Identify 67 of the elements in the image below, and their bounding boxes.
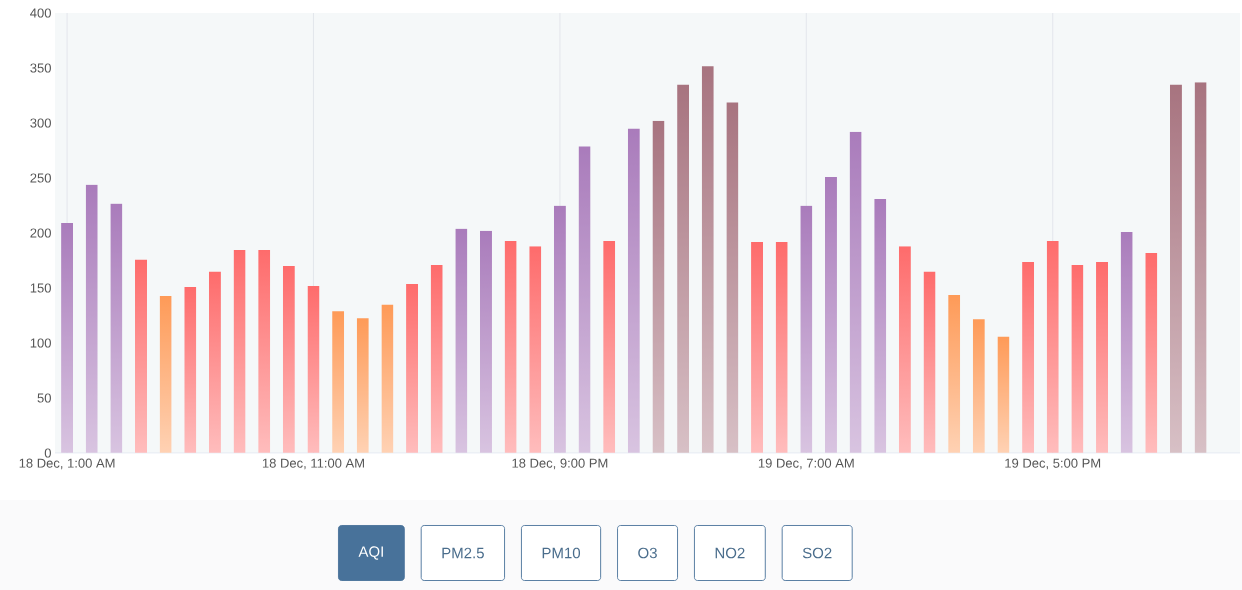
bar bbox=[479, 230, 492, 453]
bar bbox=[923, 271, 936, 453]
bar bbox=[356, 318, 369, 453]
x-tick-label: 19 Dec, 5:00 PM bbox=[1005, 458, 1101, 470]
bar bbox=[898, 246, 911, 453]
bar bbox=[553, 205, 566, 453]
bar bbox=[1120, 231, 1133, 453]
bar bbox=[652, 120, 665, 453]
bar bbox=[184, 287, 197, 453]
bar bbox=[381, 304, 394, 453]
text: NO2 bbox=[715, 547, 745, 559]
bar bbox=[800, 205, 813, 453]
text: SO2 bbox=[802, 547, 832, 559]
bar bbox=[1145, 252, 1158, 453]
bar bbox=[455, 228, 468, 453]
x-tick-label: 18 Dec, 9:00 PM bbox=[512, 458, 608, 470]
bar bbox=[874, 198, 887, 453]
bar bbox=[1071, 264, 1084, 453]
x-tick-label: 19 Dec, 7:00 AM bbox=[758, 458, 854, 470]
bar bbox=[948, 295, 961, 453]
bar bbox=[578, 146, 591, 453]
bar bbox=[997, 336, 1010, 453]
y-tick-label: 350 bbox=[30, 63, 51, 73]
x-tick-label: 18 Dec, 1:00 AM bbox=[19, 458, 115, 470]
text: PM2.5 bbox=[442, 547, 484, 559]
y-tick-label: 300 bbox=[30, 118, 51, 128]
bar bbox=[1022, 261, 1035, 453]
text: PM10 bbox=[542, 547, 581, 559]
bar bbox=[258, 249, 271, 453]
text: O3 bbox=[638, 547, 657, 559]
bar bbox=[751, 241, 764, 453]
bar bbox=[233, 249, 246, 453]
bar bbox=[159, 296, 172, 453]
bar bbox=[307, 286, 320, 453]
y-tick-label: 250 bbox=[30, 173, 51, 183]
bar bbox=[677, 84, 690, 453]
bar bbox=[61, 223, 74, 453]
bar bbox=[1169, 84, 1182, 453]
bar bbox=[824, 176, 837, 453]
bar bbox=[282, 266, 295, 453]
bar bbox=[627, 128, 640, 453]
bar bbox=[972, 319, 985, 453]
y-tick-label: 50 bbox=[37, 393, 51, 403]
bar bbox=[85, 184, 98, 453]
y-tick-label: 200 bbox=[30, 228, 51, 238]
bar bbox=[430, 264, 443, 453]
y-tick-label: 150 bbox=[30, 283, 51, 293]
bar bbox=[1046, 240, 1059, 453]
bar bbox=[603, 240, 616, 453]
bar bbox=[775, 241, 788, 453]
bar bbox=[406, 284, 419, 453]
bar bbox=[208, 271, 221, 453]
bar bbox=[332, 311, 345, 453]
bar bbox=[701, 66, 714, 453]
bar bbox=[1194, 82, 1207, 453]
x-tick-label: 18 Dec, 11:00 AM bbox=[262, 458, 364, 470]
bar bbox=[1096, 261, 1109, 453]
bar bbox=[529, 246, 542, 453]
y-tick-label: 0 bbox=[44, 448, 51, 458]
y-tick-label: 100 bbox=[30, 338, 51, 348]
bar bbox=[504, 240, 517, 453]
bar bbox=[135, 259, 147, 453]
bar bbox=[849, 131, 862, 453]
bar bbox=[110, 203, 123, 453]
text: AQI bbox=[358, 546, 383, 560]
y-tick-label: 400 bbox=[30, 8, 51, 18]
bar bbox=[726, 102, 739, 453]
